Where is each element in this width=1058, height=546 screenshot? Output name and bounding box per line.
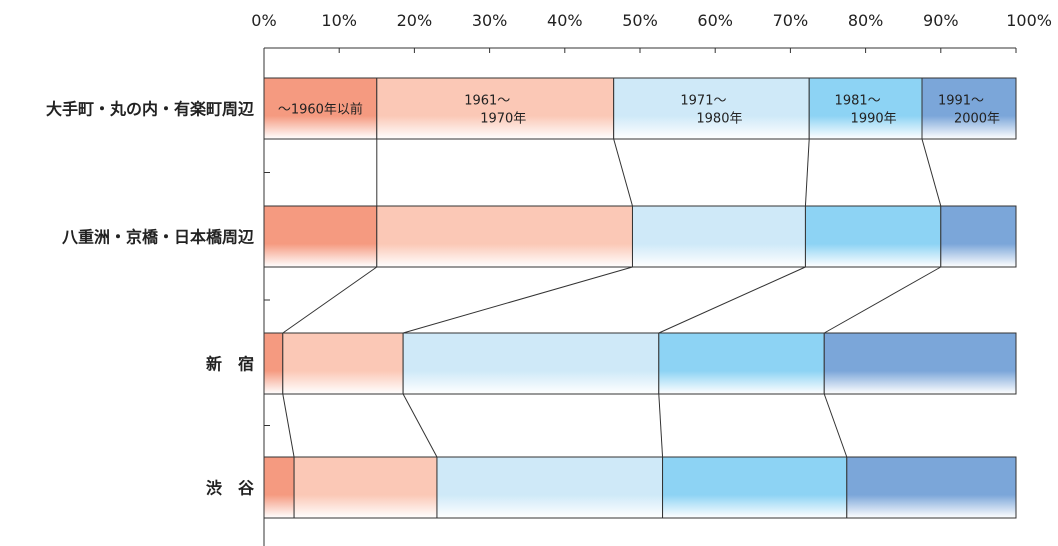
connector-line [402, 266, 633, 334]
segment-label: 1971～ 1980年 [680, 94, 742, 127]
bar-rows [263, 77, 1017, 519]
segment-label: ～1960年以前 [278, 102, 363, 118]
bar-segment [921, 77, 1017, 140]
category-label: 新 宿 [206, 355, 254, 374]
bar-segment [658, 332, 825, 395]
bar-segment [376, 205, 633, 268]
x-tick-label: 70% [773, 11, 809, 30]
segment-label: 1991～ 2000年 [938, 94, 1000, 127]
connector-line [804, 138, 810, 207]
x-tick-label: 40% [547, 11, 583, 30]
bar-segment [846, 456, 1017, 519]
bar-segment [823, 332, 1017, 395]
segment-label: 1961～ 1970年 [464, 94, 526, 127]
connector-line [402, 393, 438, 458]
category-label: 八重洲・京橋・日本橋周辺 [61, 228, 254, 247]
bar-segment [808, 77, 923, 140]
connector-lines [282, 138, 942, 458]
connector-line [613, 138, 633, 207]
category-label: 渋 谷 [206, 479, 255, 498]
bar-segment [402, 332, 660, 395]
bar-segment [376, 77, 615, 140]
x-axis: 0% 10% 20% 30% 40% 50% 60% 70% 80% 90% 100% [251, 11, 1052, 53]
bar-segment [631, 205, 806, 268]
x-tick-label: 50% [622, 11, 658, 30]
bar-segment [263, 332, 284, 395]
x-tick-label: 80% [848, 11, 884, 30]
x-tick-label: 90% [923, 11, 959, 30]
bar-segment [263, 456, 295, 519]
x-tick-label: 10% [321, 11, 357, 30]
bar-segment [263, 205, 378, 268]
category-label: 大手町・丸の内・有楽町周辺 [46, 100, 254, 119]
x-tick-label: 100% [1006, 11, 1052, 30]
x-tick-label: 60% [697, 11, 733, 30]
bar-segment [282, 332, 404, 395]
bar-segment [804, 205, 942, 268]
segment-labels: ～1960年以前 1961～ 1970年 1971～ 1980年 1981～ 1990年 19… [278, 94, 1000, 127]
x-tick-label: 20% [397, 11, 433, 30]
connector-line [282, 393, 295, 458]
connector-line [823, 266, 942, 334]
connector-line [658, 266, 806, 334]
bar-segment [662, 456, 848, 519]
connector-line [921, 138, 942, 207]
bar-segment [293, 456, 438, 519]
connector-line [823, 393, 848, 458]
x-tick-label: 30% [472, 11, 508, 30]
bar-segment [436, 456, 664, 519]
bar-segment [263, 77, 378, 140]
segment-label: 1981～ 1990年 [835, 94, 897, 127]
x-tick-label: 0% [251, 11, 276, 30]
connector-line [282, 266, 378, 334]
bar-segment [613, 77, 810, 140]
connector-line [658, 393, 664, 458]
bar-segment [940, 205, 1017, 268]
